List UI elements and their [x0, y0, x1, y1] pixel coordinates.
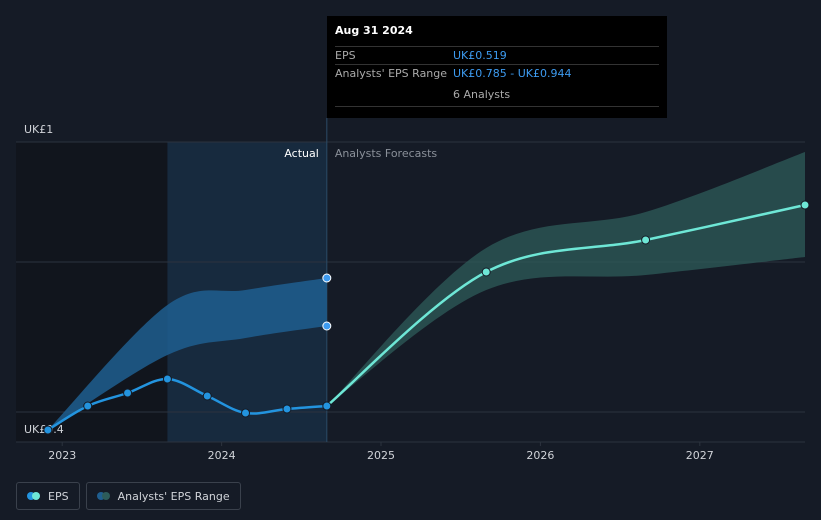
point	[162, 374, 172, 384]
range-point	[322, 321, 332, 331]
forecast-label: Analysts Forecasts	[335, 147, 438, 160]
tooltip: Aug 31 2024 EPS UK£0.519 Analysts' EPS Ra…	[327, 16, 667, 118]
point	[282, 404, 292, 414]
x-tick-label: 2024	[208, 449, 236, 462]
range-band	[47, 278, 327, 430]
tooltip-value: UK£0.519	[453, 49, 507, 62]
legend: EPS Analysts' EPS Range	[16, 482, 241, 510]
point	[123, 388, 133, 398]
legend-swatch	[96, 492, 105, 500]
legend-swatch	[27, 492, 35, 500]
y-tick-label: UK£1	[24, 123, 53, 136]
line	[326, 203, 806, 407]
point	[481, 267, 491, 277]
x-tick-label: 2026	[526, 449, 554, 462]
tooltip-analysts: 6 Analysts	[453, 87, 511, 101]
legend-swatch	[101, 492, 110, 500]
range-point	[322, 273, 332, 283]
point	[202, 391, 212, 401]
x-tick-label: 2025	[367, 449, 395, 462]
point	[800, 200, 810, 210]
point	[83, 401, 93, 411]
point	[322, 401, 332, 411]
legend-item[interactable]: EPS	[16, 482, 80, 510]
actual-label: Actual	[284, 147, 318, 160]
tooltip-row: 6 Analysts	[335, 82, 659, 107]
range-band	[326, 152, 805, 406]
legend-item[interactable]: Analysts' EPS Range	[85, 482, 241, 510]
point	[641, 235, 651, 245]
point	[43, 425, 53, 435]
legend-label: EPS	[48, 489, 69, 503]
x-tick-label: 2023	[48, 449, 76, 462]
legend-swatch	[32, 492, 40, 500]
x-tick-label: 2027	[686, 449, 714, 462]
tooltip-label: Analysts' EPS Range	[335, 67, 448, 80]
tooltip-date: Aug 31 2024	[335, 24, 413, 37]
tooltip-row: Analysts' EPS Range UK£0.785 - UK£0.944	[335, 64, 659, 82]
tooltip-row: EPS UK£0.519	[335, 46, 659, 64]
tooltip-value: UK£0.785 - UK£0.944	[453, 67, 572, 80]
tooltip-label: EPS	[335, 49, 356, 62]
point	[241, 408, 251, 418]
legend-label: Analysts' EPS Range	[117, 489, 230, 503]
